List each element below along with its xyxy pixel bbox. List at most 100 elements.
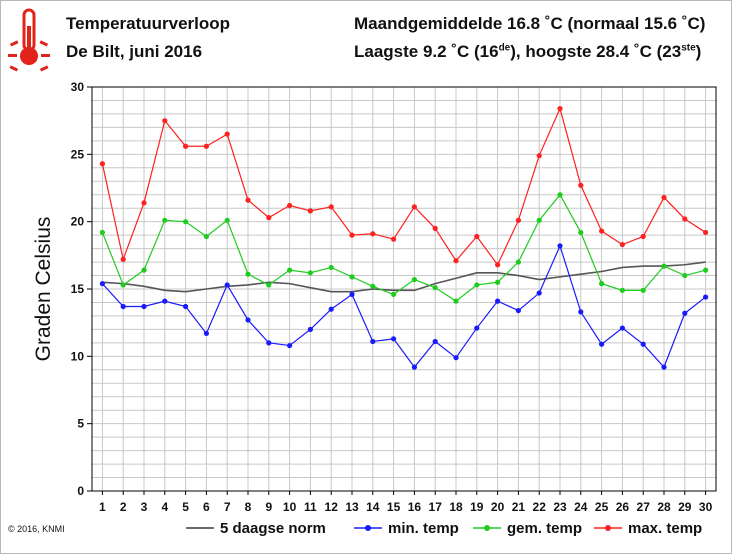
y-tick-label: 15 [71,282,85,296]
legend-swatch-marker [605,525,611,531]
data-point [599,228,605,234]
y-tick-label: 20 [71,215,85,229]
data-point [141,267,147,273]
data-point [682,310,688,316]
x-tick-label: 9 [265,500,272,514]
y-axis: 0 5 10 15 20 25 30 [71,80,92,498]
data-point [141,303,147,310]
data-point [266,215,272,221]
y-tick-label: 5 [77,417,84,431]
data-point [474,282,480,288]
x-tick-label: 23 [553,500,567,514]
x-tick-label: 17 [429,500,443,514]
x-tick-label: 2 [120,500,127,514]
data-point [474,325,480,331]
data-point [495,279,501,285]
data-point [307,270,313,276]
data-point [349,232,355,238]
data-point [411,204,417,210]
legend-swatch-marker [365,525,371,531]
data-point [224,217,230,223]
legend-label: max. temp [628,520,702,537]
thermometer-icon [8,8,50,72]
x-tick-label: 30 [699,500,713,514]
series-line [101,106,706,266]
data-point [203,330,209,337]
data-point [224,282,230,288]
data-point [245,317,251,323]
extremes-text: Laagste 9.2 ˚C (16de), hoogste 28.4 ˚C (… [354,42,702,61]
data-point [619,241,626,248]
y-tick-label: 25 [71,147,85,161]
data-point [557,105,563,112]
legend-label: min. temp [388,520,459,537]
data-point [515,259,522,265]
data-point [578,229,584,236]
series-line [102,261,706,293]
legend: 5 daagse norm min. temp gem. temp max. temp [186,520,702,537]
data-point [370,283,376,289]
data-point [411,364,417,370]
data-point [536,217,542,223]
x-axis: 1 2 3 4 5 6 7 8 9 10 11 12 13 14 15 16 17 18 19 20 21 22 23 24 2… [99,491,713,514]
data-point [557,192,563,198]
data-point [141,200,147,206]
data-point [349,274,355,280]
x-tick-label: 12 [325,500,339,514]
data-point [391,236,397,242]
series-line [101,193,706,302]
data-point [391,336,397,342]
data-point [515,307,522,314]
data-point [183,219,189,225]
data-point [536,153,542,159]
data-point [99,281,105,287]
data-point [183,303,189,310]
data-point [703,294,709,300]
data-point [287,267,293,273]
legend-swatch-marker [484,525,490,531]
data-point [474,233,480,240]
data-point [578,309,584,315]
x-tick-label: 7 [224,500,231,514]
y-tick-label: 0 [77,484,84,498]
data-point [432,338,438,345]
x-tick-label: 13 [345,500,359,514]
series-0 [102,261,706,293]
x-tick-label: 6 [203,500,210,514]
data-point [328,264,334,271]
data-point [370,338,376,345]
data-point [287,342,293,349]
y-tick-label: 30 [71,80,85,94]
series-1 [99,243,709,370]
data-point [640,233,646,240]
y-axis-label: Graden Celsius [32,217,55,362]
x-tick-label: 18 [449,500,463,514]
x-tick-label: 21 [512,500,526,514]
series-2 [99,192,709,304]
y-tick-label: 10 [71,349,85,363]
x-tick-label: 20 [491,500,505,514]
x-tick-label: 22 [533,500,547,514]
data-point [536,290,542,296]
x-tick-label: 27 [637,500,651,514]
x-tick-label: 1 [99,500,106,514]
x-tick-label: 26 [616,500,630,514]
data-point [266,282,272,288]
data-point [619,287,626,293]
data-point [453,355,459,361]
data-point [515,217,522,223]
x-tick-label: 10 [283,500,297,514]
data-point [682,272,688,279]
data-point [453,298,459,304]
data-point [370,231,376,237]
series-line [101,244,706,369]
data-point [661,194,667,201]
data-point [99,161,105,167]
data-point [328,204,334,210]
x-tick-label: 8 [245,500,252,514]
legend-label: 5 daagse norm [220,520,326,537]
x-tick-label: 4 [161,500,168,514]
data-point [495,262,501,268]
data-point [703,229,709,236]
